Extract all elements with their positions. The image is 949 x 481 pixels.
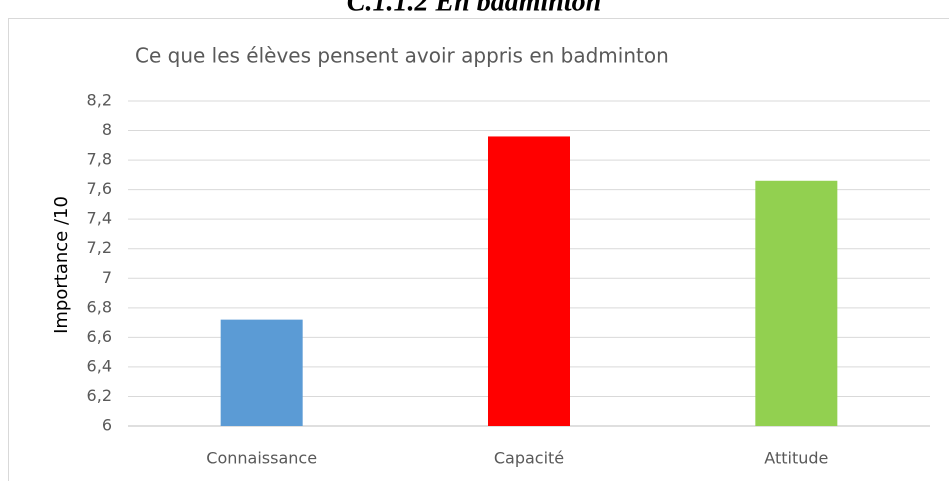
y-tick-label: 6,4: [87, 356, 112, 375]
y-tick-label: 6: [102, 416, 112, 435]
y-tick-label: 6,6: [87, 327, 112, 346]
y-tick-label: 7,8: [87, 150, 112, 169]
bar: [755, 180, 838, 426]
section-heading: C.1.1.2 En badminton: [347, 0, 601, 17]
x-tick-label: Attitude: [764, 449, 828, 468]
y-tick-label: 8: [102, 120, 112, 139]
bar: [220, 319, 303, 426]
y-axis-label: Importance /10: [51, 196, 72, 334]
y-tick-label: 7,4: [87, 209, 112, 228]
y-tick-label: 8,2: [87, 91, 112, 110]
y-tick-label: 6,2: [87, 386, 112, 405]
chart-title: Ce que les élèves pensent avoir appris e…: [135, 44, 669, 68]
x-tick-label: Capacité: [494, 449, 564, 468]
y-tick-label: 7: [102, 268, 112, 287]
y-tick-label: 6,8: [87, 297, 112, 316]
bar: [488, 136, 570, 427]
y-tick-label: 7,6: [87, 179, 112, 198]
y-tick-label: 7,2: [87, 238, 112, 257]
x-tick-label: Connaissance: [206, 449, 317, 468]
